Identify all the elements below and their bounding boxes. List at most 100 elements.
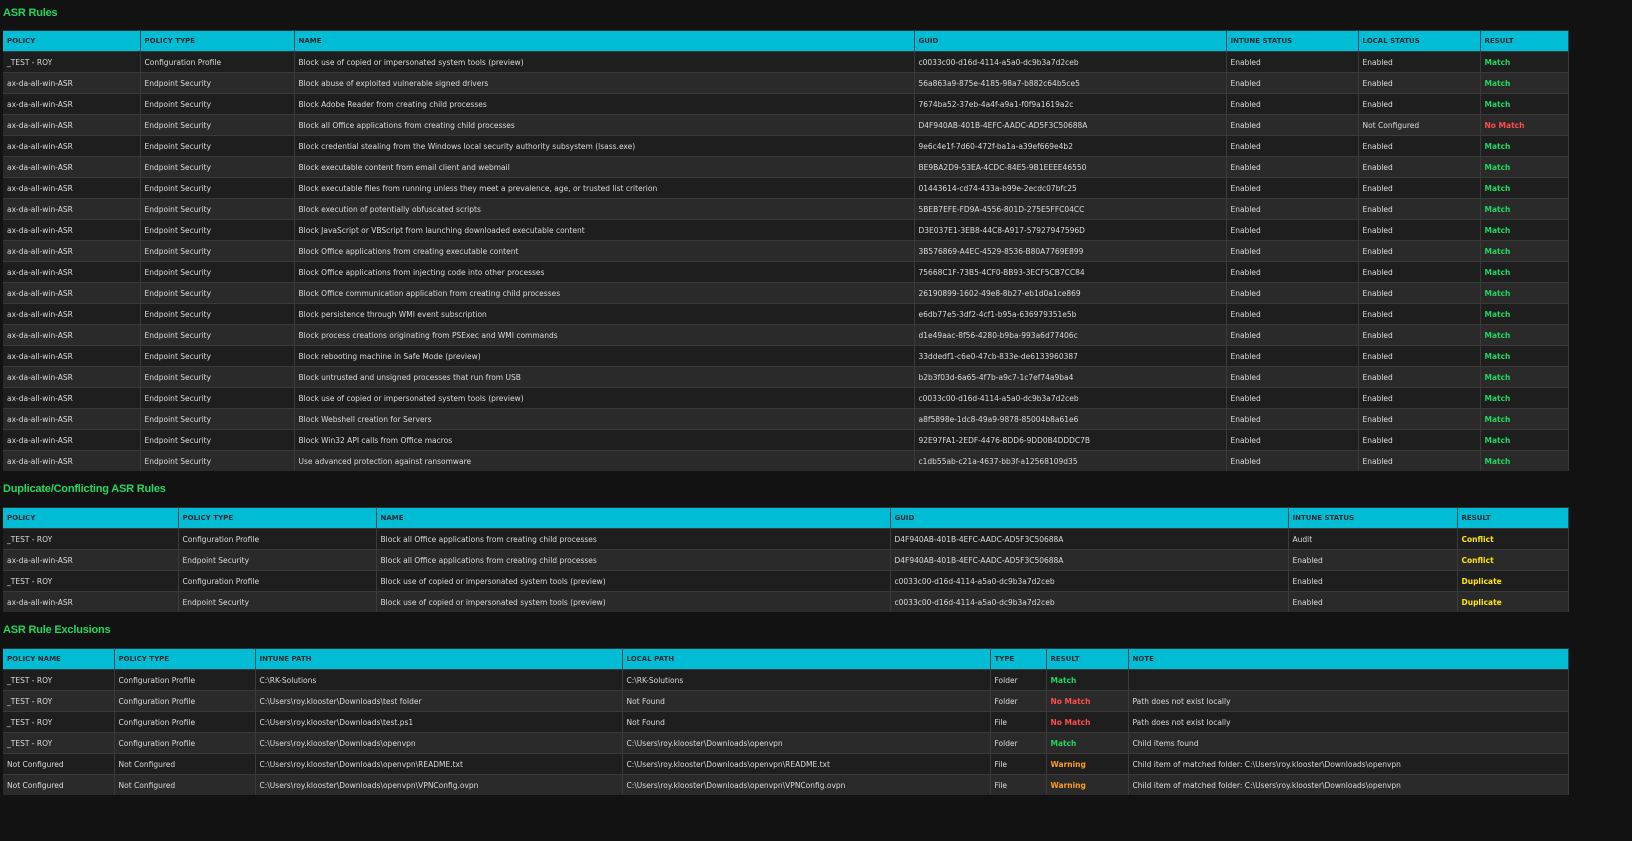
cell-local-path: C:\Users\roy.klooster\Downloads\openvpn <box>622 732 991 754</box>
cell-policy-type: Endpoint Security <box>140 282 295 304</box>
cell-policy: ax-da-all-win-ASR <box>3 156 141 178</box>
cell-local-status: Enabled <box>1358 240 1481 262</box>
cell-policy-type: Endpoint Security <box>140 429 295 451</box>
cell-result: Match <box>1480 282 1569 304</box>
cell-result: Match <box>1480 345 1569 367</box>
cell-result: Match <box>1480 135 1569 157</box>
table-header-row: POLICY POLICY TYPE NAME GUID INTUNE STATUS LO… <box>3 30 1569 52</box>
cell-local-status: Enabled <box>1358 408 1481 430</box>
column-header-note: NOTE <box>1128 648 1569 670</box>
cell-policy: ax-da-all-win-ASR <box>3 282 141 304</box>
cell-guid: d1e49aac-8f56-4280-b9ba-993a6d77406c <box>914 324 1227 346</box>
cell-intune-status: Enabled <box>1226 450 1359 471</box>
cell-policy-type: Endpoint Security <box>140 72 295 94</box>
cell-name: Block Office applications from injecting… <box>294 261 915 283</box>
cell-intune-status: Enabled <box>1226 177 1359 199</box>
cell-name: Block untrusted and unsigned processes t… <box>294 366 915 388</box>
cell-local-path: Not Found <box>622 690 991 712</box>
cell-intune-status: Enabled <box>1226 219 1359 241</box>
cell-policy-type: Configuration Profile <box>114 669 256 691</box>
cell-policy-name: _TEST - ROY <box>3 690 115 712</box>
cell-intune-status: Enabled <box>1288 549 1458 571</box>
cell-type: Folder <box>990 690 1047 712</box>
cell-local-status: Enabled <box>1358 219 1481 241</box>
conflicts-table: POLICY POLICY TYPE NAME GUID INTUNE STATUS RE… <box>3 507 1569 612</box>
cell-intune-status: Enabled <box>1226 408 1359 430</box>
cell-name: Block all Office applications from creat… <box>376 528 891 550</box>
cell-result: No Match <box>1480 114 1569 136</box>
cell-intune-path: C:\Users\roy.klooster\Downloads\test.ps1 <box>255 711 623 733</box>
cell-guid: 01443614-cd74-433a-b99e-2ecdc07bfc25 <box>914 177 1227 199</box>
cell-note <box>1128 669 1569 691</box>
cell-intune-path: C:\Users\roy.klooster\Downloads\test fol… <box>255 690 623 712</box>
cell-local-status: Enabled <box>1358 450 1481 471</box>
cell-type: File <box>990 753 1047 775</box>
cell-intune-status: Enabled <box>1226 324 1359 346</box>
cell-policy-name: _TEST - ROY <box>3 711 115 733</box>
cell-name: Block Win32 API calls from Office macros <box>294 429 915 451</box>
table-row: ax-da-all-win-ASR Endpoint Security Block … <box>3 345 1569 367</box>
cell-intune-path: C:\Users\roy.klooster\Downloads\openvpn <box>255 732 623 754</box>
cell-policy-type: Endpoint Security <box>140 198 295 220</box>
cell-name: Block Adobe Reader from creating child p… <box>294 93 915 115</box>
cell-policy-type: Endpoint Security <box>140 408 295 430</box>
cell-intune-path: C:\RK-Solutions <box>255 669 623 691</box>
table-row: Not Configured Not Configured C:\Users\roy… <box>3 774 1569 795</box>
column-header-policy-type: POLICY TYPE <box>114 648 256 670</box>
cell-policy-type: Configuration Profile <box>114 690 256 712</box>
column-header-policy-type: POLICY TYPE <box>140 30 295 52</box>
column-header-result: RESULT <box>1457 507 1569 529</box>
cell-name: Block use of copied or impersonated syst… <box>376 570 891 592</box>
cell-guid: c1db55ab-c21a-4637-bb3f-a12568109d35 <box>914 450 1227 471</box>
cell-policy-type: Endpoint Security <box>140 135 295 157</box>
table-row: ax-da-all-win-ASR Endpoint Security Block … <box>3 240 1569 262</box>
cell-guid: D4F940AB-401B-4EFC-AADC-AD5F3C50688A <box>890 528 1289 550</box>
cell-name: Block executable content from email clie… <box>294 156 915 178</box>
cell-type: Folder <box>990 732 1047 754</box>
table-row: _TEST - ROY Configuration Profile C:\RK-So… <box>3 669 1569 691</box>
cell-result: Match <box>1480 156 1569 178</box>
table-row: ax-da-all-win-ASR Endpoint Security Block … <box>3 387 1569 409</box>
cell-result: Match <box>1480 324 1569 346</box>
cell-intune-status: Audit <box>1288 528 1458 550</box>
exclusions-title: ASR Rule Exclusions <box>3 624 111 636</box>
cell-intune-status: Enabled <box>1226 387 1359 409</box>
table-row: _TEST - ROY Configuration Profile Block al… <box>3 528 1569 550</box>
cell-policy: ax-da-all-win-ASR <box>3 135 141 157</box>
cell-policy-type: Endpoint Security <box>140 324 295 346</box>
cell-local-status: Enabled <box>1358 198 1481 220</box>
table-row: ax-da-all-win-ASR Endpoint Security Use ad… <box>3 450 1569 471</box>
cell-intune-status: Enabled <box>1226 282 1359 304</box>
column-header-result: RESULT <box>1046 648 1129 670</box>
cell-policy-type: Endpoint Security <box>140 177 295 199</box>
cell-guid: 5BEB7EFE-FD9A-4556-801D-275E5FFC04CC <box>914 198 1227 220</box>
cell-policy: _TEST - ROY <box>3 51 141 73</box>
cell-policy-type: Configuration Profile <box>178 528 377 550</box>
cell-name: Block executable files from running unle… <box>294 177 915 199</box>
cell-result: Match <box>1480 177 1569 199</box>
cell-result: Match <box>1046 732 1129 754</box>
cell-policy: ax-da-all-win-ASR <box>3 114 141 136</box>
cell-note: Path does not exist locally <box>1128 711 1569 733</box>
cell-name: Use advanced protection against ransomwa… <box>294 450 915 471</box>
cell-result: Match <box>1480 408 1569 430</box>
cell-result: Match <box>1480 93 1569 115</box>
cell-policy-type: Endpoint Security <box>140 366 295 388</box>
conflicts-title: Duplicate/Conflicting ASR Rules <box>3 483 166 495</box>
column-header-guid: GUID <box>890 507 1289 529</box>
cell-result: Match <box>1046 669 1129 691</box>
cell-local-status: Enabled <box>1358 177 1481 199</box>
cell-guid: 92E97FA1-2EDF-4476-BDD6-9DD0B4DDDC7B <box>914 429 1227 451</box>
cell-policy: ax-da-all-win-ASR <box>3 177 141 199</box>
cell-guid: 7674ba52-37eb-4a4f-a9a1-f0f9a1619a2c <box>914 93 1227 115</box>
cell-intune-path: C:\Users\roy.klooster\Downloads\openvpn\… <box>255 774 623 795</box>
cell-policy-type: Endpoint Security <box>140 303 295 325</box>
table-row: ax-da-all-win-ASR Endpoint Security Block … <box>3 156 1569 178</box>
cell-result: Match <box>1480 72 1569 94</box>
column-header-intune-status: INTUNE STATUS <box>1226 30 1359 52</box>
table-row: _TEST - ROY Configuration Profile C:\Users… <box>3 690 1569 712</box>
cell-local-status: Not Configured <box>1358 114 1481 136</box>
table-row: ax-da-all-win-ASR Endpoint Security Block … <box>3 366 1569 388</box>
cell-policy: ax-da-all-win-ASR <box>3 549 179 571</box>
cell-policy-type: Endpoint Security <box>140 345 295 367</box>
